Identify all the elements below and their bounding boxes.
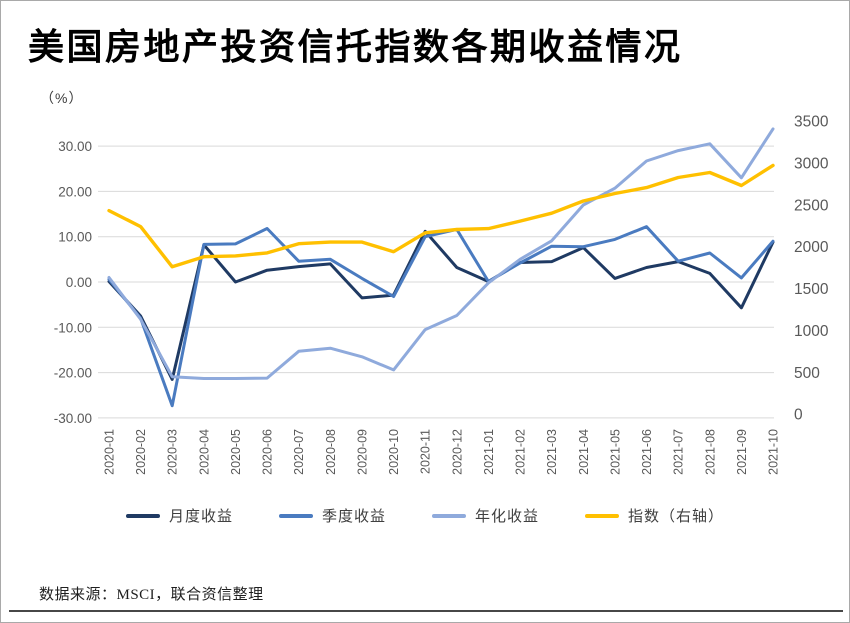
x-axis-tick-label: 2020-01 [103, 429, 117, 475]
x-axis-tick-label: 2021-01 [482, 429, 496, 475]
right-axis-tick-label: 3000 [794, 155, 829, 172]
right-axis-tick-label: 0 [794, 407, 803, 424]
legend-label-quarterly: 季度收益 [321, 508, 386, 525]
legend-swatch-quarterly [278, 513, 313, 518]
right-axis-tick-label: 2500 [794, 197, 829, 214]
x-axis-tick-label: 2021-03 [545, 429, 559, 475]
legend-swatch-annualized [432, 513, 466, 518]
legend-label-index: 指数（右轴） [628, 508, 725, 525]
legend-swatch-index [585, 513, 620, 518]
right-axis-tick-label: 1500 [794, 281, 829, 298]
percent-unit-label: （%） [40, 90, 84, 106]
left-axis-tick-label: -20.00 [54, 366, 92, 381]
x-axis-tick-label: 2020-11 [419, 429, 433, 474]
right-axis-tick-label: 2000 [794, 239, 829, 256]
legend-item-monthly: 月度收益 [125, 505, 233, 526]
right-axis-tick-label: 1000 [794, 323, 829, 340]
x-axis-tick-label: 2021-05 [608, 429, 622, 475]
left-axis-tick-label: 0.00 [66, 275, 92, 290]
x-axis-tick-label: 2020-08 [324, 429, 338, 475]
left-axis-tick-label: 10.00 [58, 230, 92, 245]
x-axis-tick-label: 2020-10 [387, 429, 401, 475]
left-axis-tick-label: -30.00 [54, 411, 92, 426]
right-axis-tick-label: 500 [794, 365, 820, 382]
bottom-rule [9, 610, 843, 612]
x-axis-tick-label: 2020-06 [261, 429, 275, 475]
x-axis-tick-label: 2021-04 [577, 429, 591, 475]
x-axis-tick-label: 2020-12 [450, 429, 464, 475]
x-axis-tick-label: 2020-07 [292, 429, 306, 475]
series-line-annualized [107, 127, 775, 380]
source-note: 数据来源：MSCI，联合资信整理 [39, 587, 264, 603]
legend-swatch-monthly [125, 513, 160, 518]
series-line-monthly [107, 229, 775, 381]
right-axis-tick-label: 3500 [794, 114, 829, 131]
x-axis-tick-label: 2021-07 [672, 429, 686, 475]
left-axis-tick-label: -10.00 [54, 320, 92, 335]
series-line-index [107, 163, 775, 269]
x-axis-tick-label: 2021-08 [703, 429, 717, 475]
x-axis-tick-label: 2020-03 [166, 429, 180, 475]
x-axis-tick-label: 2020-05 [229, 429, 243, 475]
chart-title: 美国房地产投资信托指数各期收益情况 [28, 26, 683, 67]
legend-item-annualized: 年化收益 [432, 505, 539, 526]
left-axis-tick-label: 30.00 [58, 139, 92, 154]
legend-item-quarterly: 季度收益 [278, 505, 386, 526]
legend-label-monthly: 月度收益 [168, 508, 233, 525]
legend-item-index: 指数（右轴） [585, 505, 724, 526]
x-axis-tick-label: 2020-04 [197, 429, 211, 475]
x-axis-tick-label: 2021-10 [767, 429, 781, 475]
legend-label-annualized: 年化收益 [475, 508, 540, 525]
x-axis-tick-label: 2021-09 [735, 429, 749, 475]
x-axis-tick-label: 2020-09 [355, 429, 369, 475]
left-axis-tick-label: 20.00 [58, 184, 92, 199]
x-axis-tick-label: 2020-02 [134, 429, 148, 475]
series-line-quarterly [107, 225, 775, 408]
x-axis-tick-label: 2021-06 [640, 429, 654, 475]
x-axis-tick-label: 2021-02 [514, 429, 528, 475]
chart-legend: 月度收益 季度收益 年化收益 指数（右轴） [1, 505, 849, 526]
line-chart: 30.00 20.00 10.00 0.00 -10.00 -20.00 -30.00 350… [54, 114, 829, 475]
